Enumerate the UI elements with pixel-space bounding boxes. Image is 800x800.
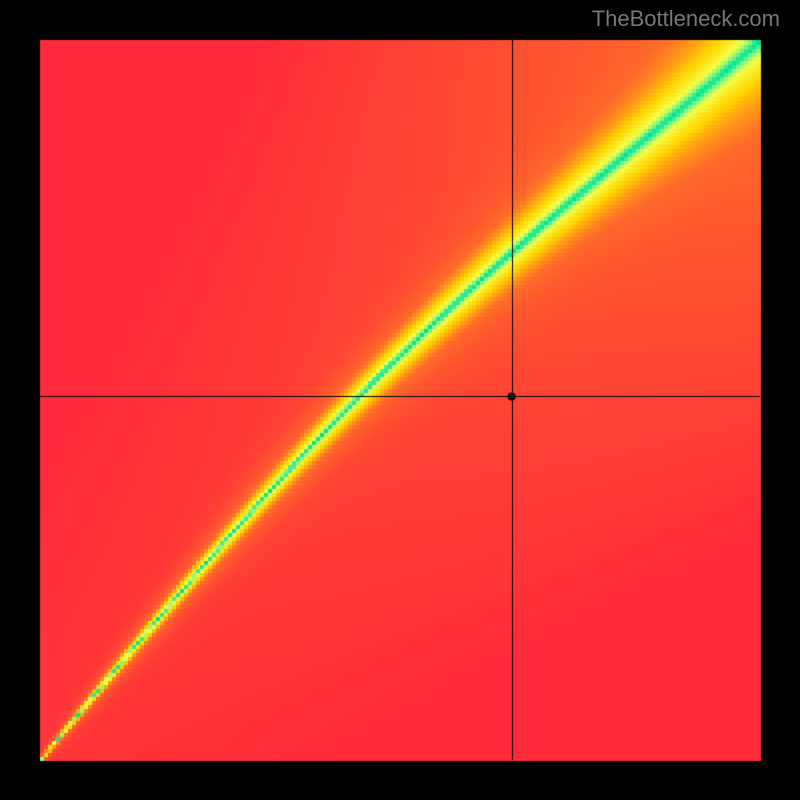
chart-container: TheBottleneck.com [0, 0, 800, 800]
bottleneck-heatmap [0, 0, 800, 800]
watermark-text: TheBottleneck.com [592, 6, 780, 32]
